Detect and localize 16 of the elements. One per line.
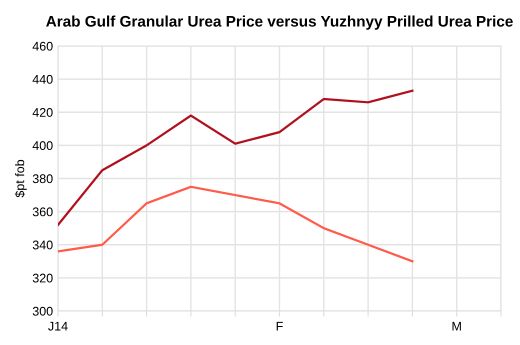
- y-tick-label: 360: [32, 207, 53, 216]
- chart-title: Arab Gulf Granular Urea Price versus Yuzhnyy Prilled Urea Price: [46, 15, 513, 30]
- line-series: [58, 90, 414, 226]
- x-tick-label: F: [276, 322, 283, 330]
- y-tick-label: 320: [32, 274, 53, 283]
- x-tick-label: M: [452, 322, 461, 330]
- y-tick-label: 400: [32, 141, 53, 150]
- y-tick-label: 460: [32, 42, 53, 51]
- line-series: [58, 186, 414, 262]
- y-tick-label: 440: [32, 74, 53, 84]
- y-tick-label: 340: [32, 240, 53, 250]
- y-tick-label: 420: [32, 108, 53, 117]
- x-tick-label: J14: [48, 322, 68, 331]
- y-axis-title: $pt fob: [14, 160, 27, 198]
- y-tick-label: 300: [32, 306, 53, 316]
- y-tick-label: 380: [32, 174, 53, 184]
